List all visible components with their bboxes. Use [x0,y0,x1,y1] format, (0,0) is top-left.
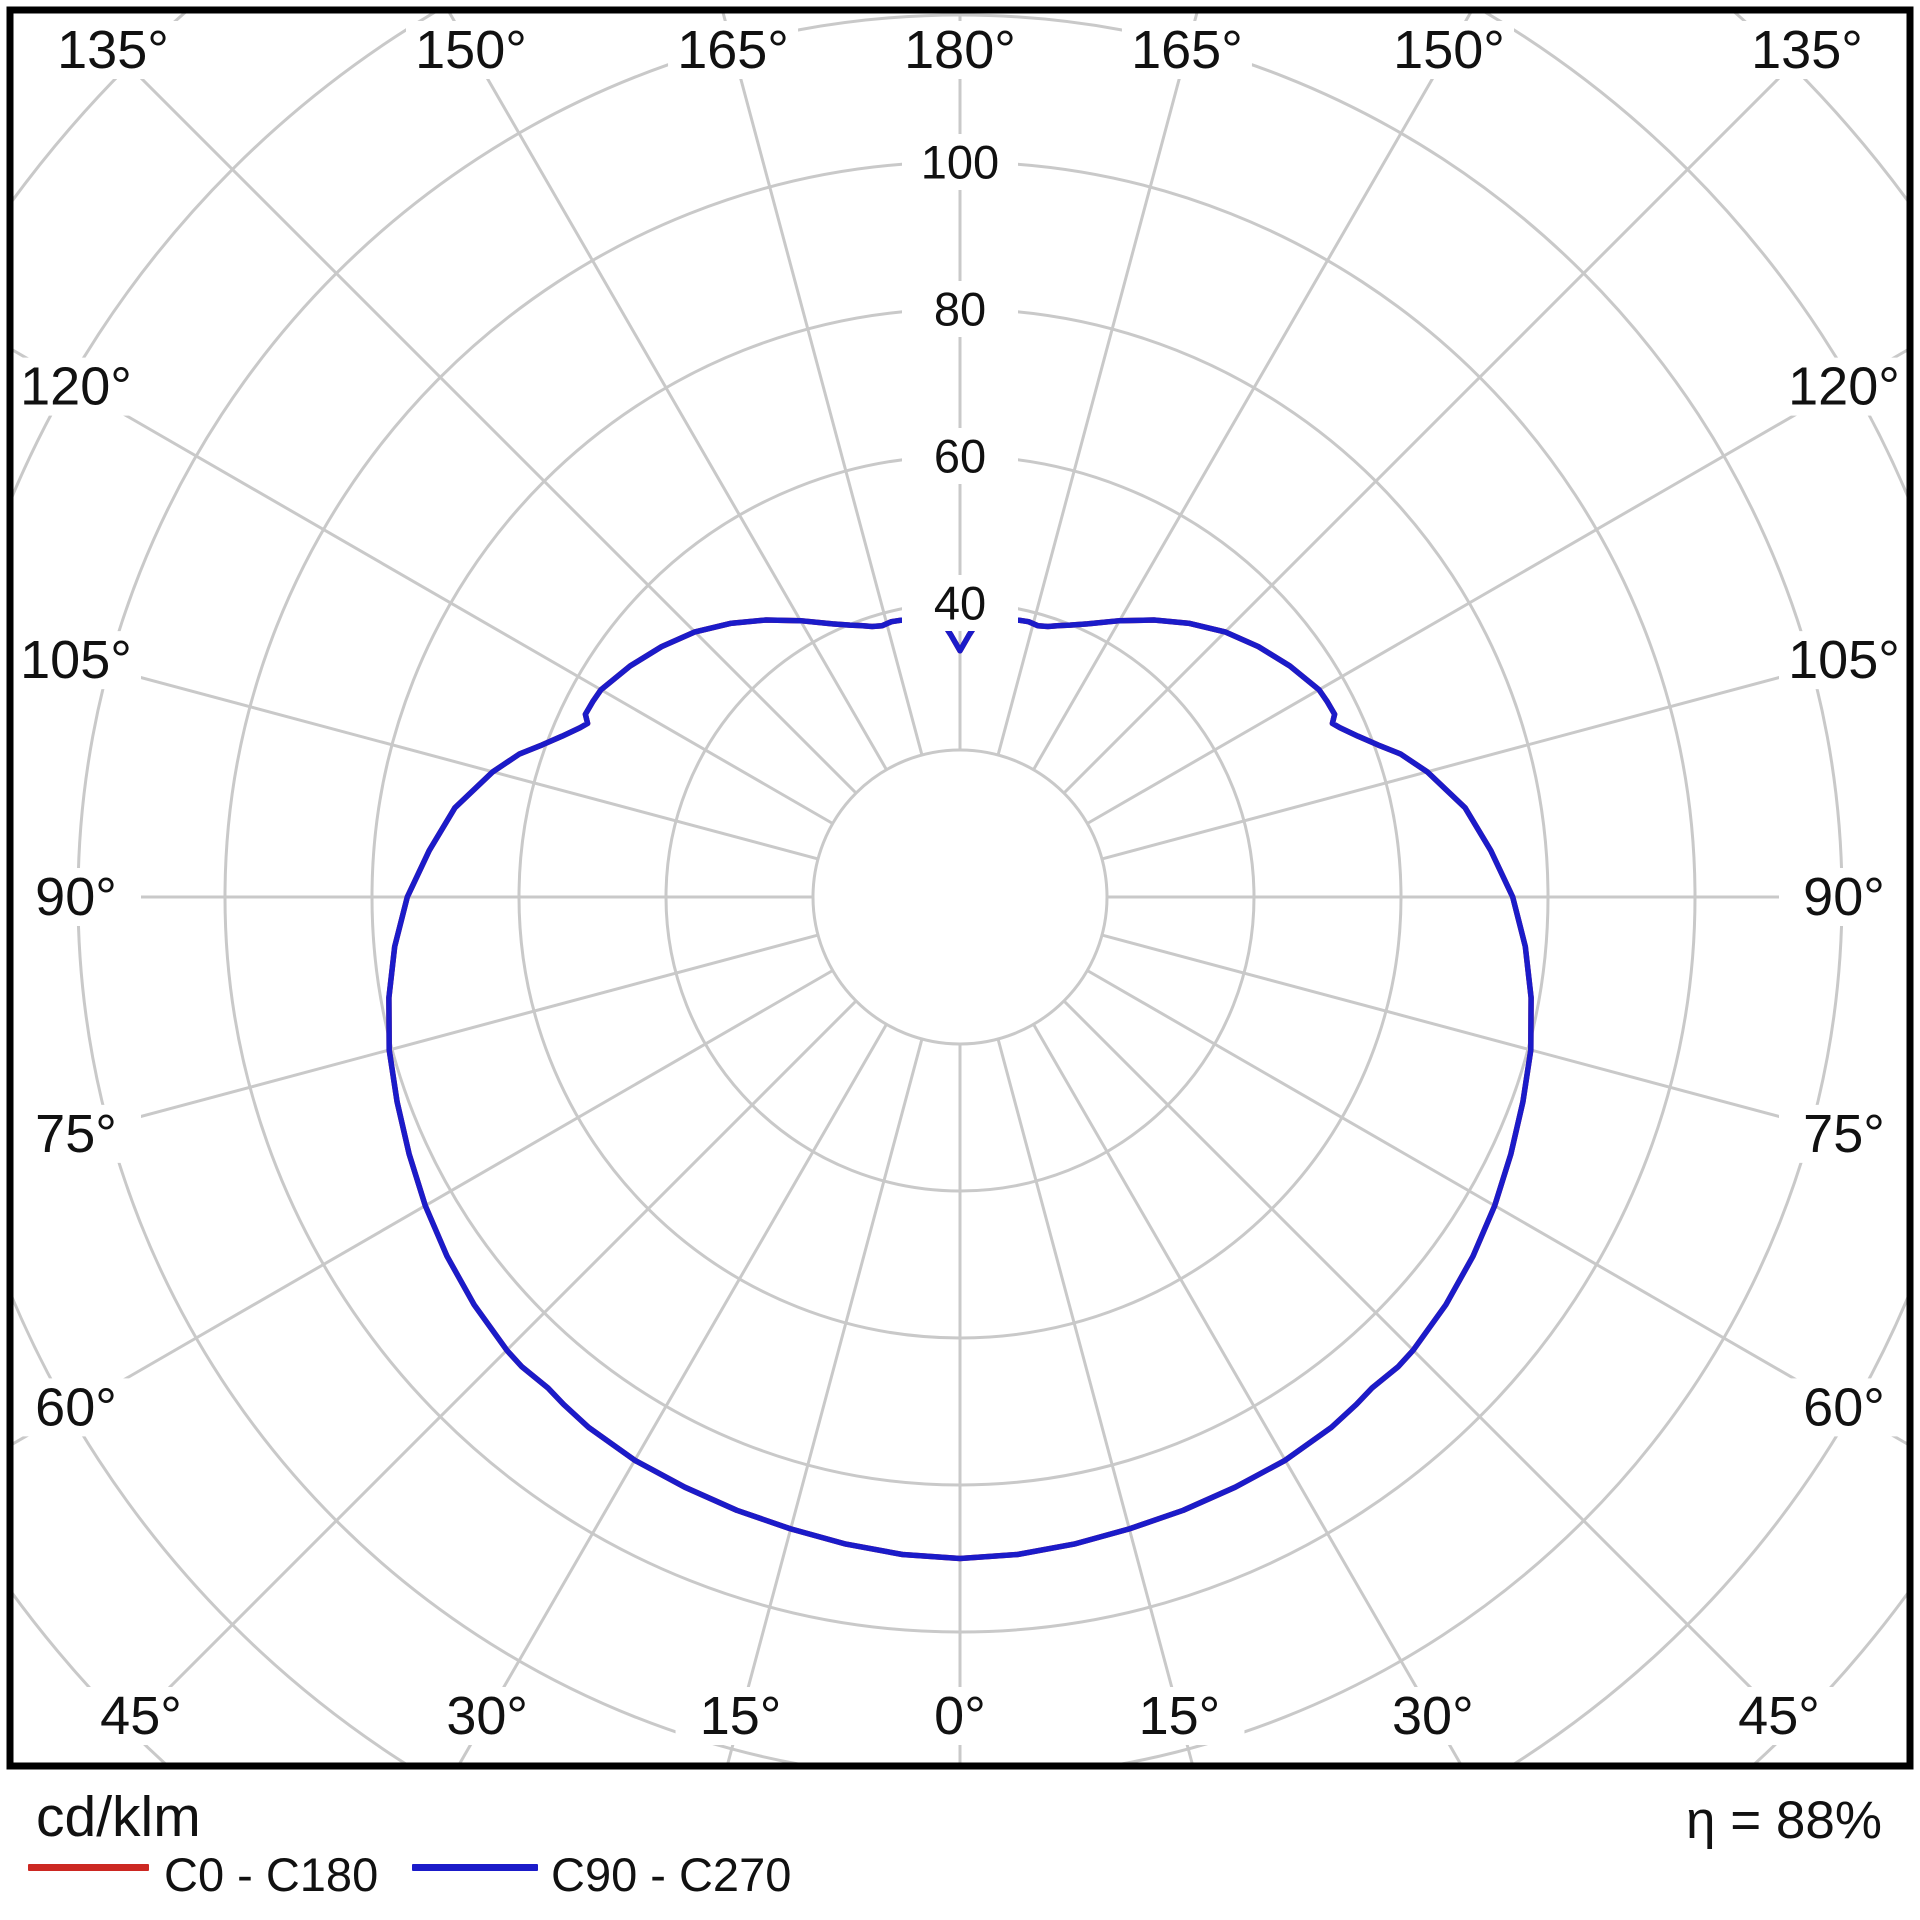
angle-label-75-left: 75° [35,1104,117,1164]
grid-spoke-30 [1032,1023,1464,1766]
angle-label-30-right-mask [1367,1687,1498,1745]
angle-label-135-right: 135° [1751,20,1863,80]
angle-label-135-right-mask [1742,21,1872,79]
angle-label-30-right: 30° [1392,1686,1474,1746]
grid-spoke-45 [1062,999,1793,1730]
angle-label-90-left: 90° [35,867,117,927]
angle-label-0: 0° [934,1686,986,1746]
angle-label-165-right: 165° [1131,20,1243,80]
radial-label-80-mask [902,281,1018,337]
angle-label-150-left: 150° [415,20,527,80]
angle-label-105-left: 105° [20,630,132,690]
radial-label-60-mask [902,428,1018,484]
radial-label-40-mask [902,575,1018,631]
radial-label-40: 40 [934,577,986,630]
chart-frame [6,6,1914,1770]
angle-label-15-left-mask [675,1687,806,1745]
grid-spoke-195 [720,10,924,756]
angle-label-105-right-mask [1779,631,1909,690]
angle-label-45-right: 45° [1738,1686,1820,1746]
grid-circle-20 [811,748,1109,1046]
angle-label-15-right-mask [1114,1687,1245,1745]
angle-label-30-left-mask [422,1687,553,1745]
grid-spoke-135 [1062,64,1793,795]
grid-spoke-330 [456,1023,888,1766]
radial-label-100: 100 [921,136,999,189]
angle-label-150-right: 150° [1393,20,1505,80]
angle-label-165-left: 165° [677,20,789,80]
grid-spoke-315 [127,999,858,1730]
angle-label-60-right-mask [1779,1378,1909,1437]
angle-label-90-right: 90° [1803,867,1885,927]
angle-label-15-right: 15° [1139,1686,1221,1746]
radial-label-60: 60 [934,430,986,483]
grid-spoke-225 [127,64,858,795]
angle-label-120-left-mask [11,357,141,416]
angle-label-120-left: 120° [20,357,132,417]
angle-label-135-left-mask [48,21,178,79]
legend-line-c0-c180 [28,1864,149,1871]
angle-label-75-right-mask [1779,1104,1909,1163]
angle-label-15-left: 15° [700,1686,782,1746]
angle-label-150-right-mask [1384,21,1515,79]
angle-label-135-left: 135° [57,20,169,80]
grid-spoke-165 [996,10,1200,756]
angle-label-180: 180° [904,20,1016,80]
angle-label-165-right-mask [1121,21,1252,79]
grid-spoke-105 [1101,640,1910,861]
grid-spoke-255 [10,640,819,861]
grid-spoke-75 [1101,933,1910,1154]
angle-label-45-left: 45° [100,1686,182,1746]
angle-label-45-right-mask [1714,1687,1844,1745]
curve-c90-c270 [386,609,1534,1562]
unit-label: cd/klm [36,1785,201,1849]
angle-label-90-right-mask [1779,868,1909,926]
angle-label-30-left: 30° [446,1686,528,1746]
angle-label-45-left-mask [76,1687,206,1745]
angle-label-0-mask [895,1687,1025,1745]
radial-label-100-mask [902,134,1018,190]
angle-label-60-left: 60° [35,1377,117,1437]
angle-label-75-left-mask [11,1104,141,1163]
angle-label-120-right: 120° [1788,357,1900,417]
angle-label-75-right: 75° [1803,1104,1885,1164]
angle-label-60-right: 60° [1803,1377,1885,1437]
legend-label-c0-c180: C0 - C180 [164,1848,379,1901]
legend-line-c90-c270 [412,1864,538,1871]
grid-spoke-15 [996,1038,1195,1766]
grid-spoke-345 [725,1038,924,1766]
efficiency-value: η = 88% [1686,1791,1882,1850]
angle-label-165-left-mask [668,21,799,79]
angle-label-105-right: 105° [1788,630,1900,690]
angle-label-60-left-mask [11,1378,141,1437]
radial-label-80: 80 [934,283,986,336]
angle-label-150-left-mask [405,21,536,79]
angle-label-180-mask [895,21,1025,79]
angle-label-90-left-mask [11,868,141,926]
grid-spoke-285 [10,933,819,1154]
legend-label-c90-c270: C90 - C270 [551,1848,792,1901]
angle-label-105-left-mask [11,631,141,690]
angle-label-120-right-mask [1779,357,1909,416]
